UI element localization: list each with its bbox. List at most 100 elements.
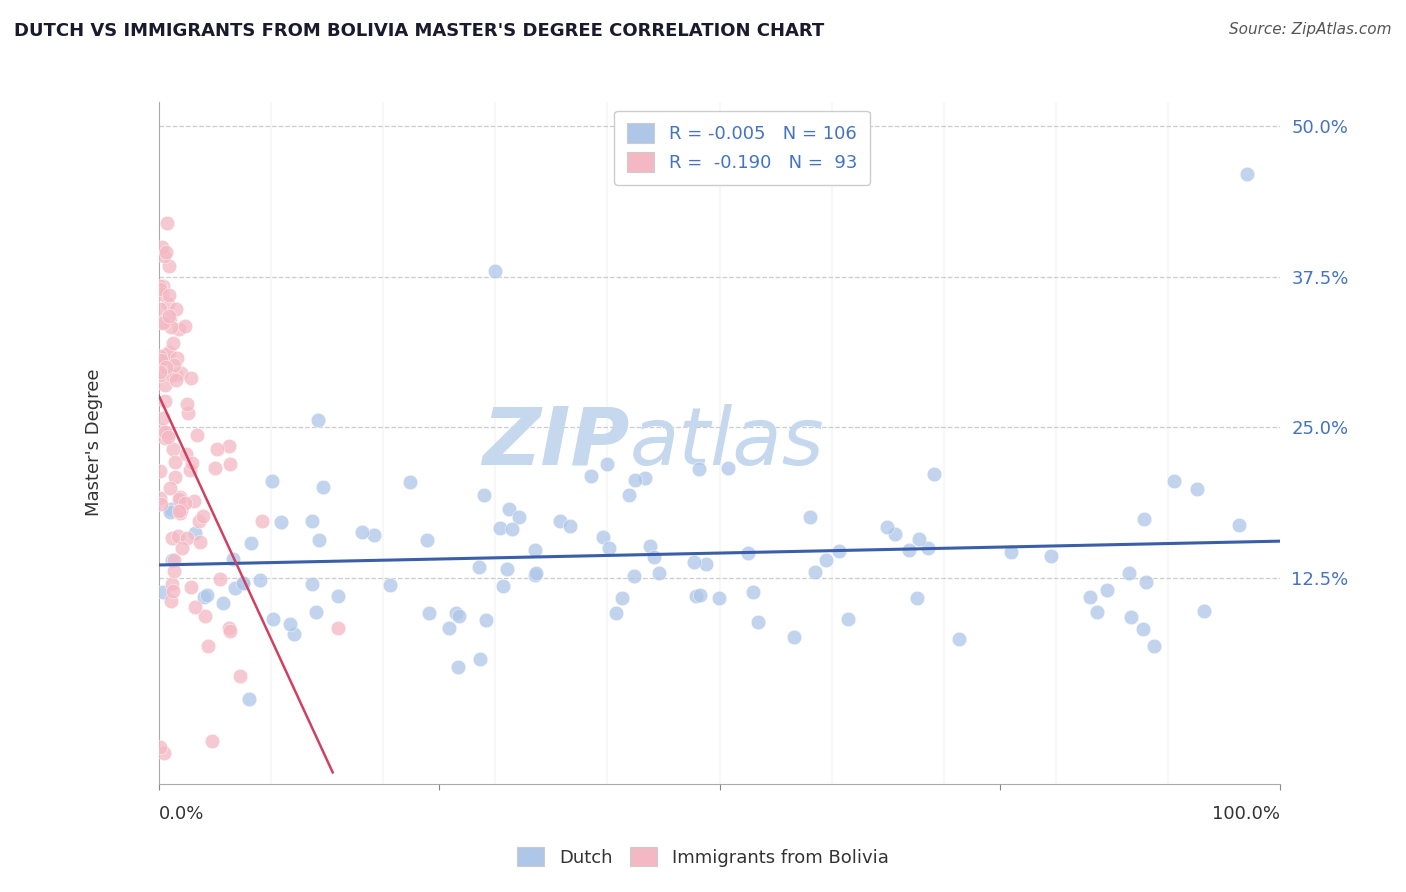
Point bbox=[605, 606, 627, 620]
Point bbox=[685, 589, 707, 603]
Point bbox=[219, 624, 242, 638]
Point bbox=[249, 573, 271, 587]
Point bbox=[876, 520, 898, 534]
Point bbox=[1000, 545, 1022, 559]
Point bbox=[447, 660, 470, 674]
Point bbox=[176, 531, 198, 545]
Point bbox=[187, 514, 209, 528]
Point bbox=[598, 541, 620, 556]
Point bbox=[437, 621, 460, 635]
Point bbox=[153, 249, 176, 263]
Point bbox=[416, 533, 439, 547]
Point bbox=[159, 481, 181, 495]
Point bbox=[623, 569, 645, 583]
Point bbox=[238, 692, 260, 706]
Point bbox=[150, 353, 173, 368]
Point bbox=[153, 747, 176, 761]
Point bbox=[742, 584, 765, 599]
Point bbox=[160, 553, 183, 567]
Point bbox=[165, 373, 187, 387]
Point bbox=[207, 442, 229, 456]
Point bbox=[648, 566, 671, 580]
Point bbox=[814, 552, 837, 566]
Point bbox=[683, 555, 706, 569]
Point bbox=[150, 424, 173, 438]
Text: ZIP: ZIP bbox=[482, 403, 630, 482]
Point bbox=[638, 539, 661, 553]
Point bbox=[488, 521, 510, 535]
Point bbox=[232, 575, 254, 590]
Point bbox=[157, 425, 180, 440]
Point bbox=[184, 599, 207, 614]
Point bbox=[153, 393, 176, 408]
Point bbox=[195, 588, 218, 602]
Point bbox=[165, 455, 187, 469]
Point bbox=[191, 508, 214, 523]
Point bbox=[804, 566, 827, 580]
Point bbox=[155, 378, 177, 392]
Point bbox=[1078, 591, 1101, 605]
Text: DUTCH VS IMMIGRANTS FROM BOLIVIA MASTER'S DEGREE CORRELATION CHART: DUTCH VS IMMIGRANTS FROM BOLIVIA MASTER'… bbox=[14, 22, 824, 40]
Point bbox=[160, 502, 183, 516]
Point bbox=[240, 535, 263, 549]
Point bbox=[612, 591, 634, 605]
Point bbox=[508, 510, 530, 524]
Point bbox=[747, 615, 769, 630]
Point bbox=[186, 428, 208, 442]
Point bbox=[169, 366, 191, 380]
Point bbox=[150, 240, 173, 254]
Point bbox=[167, 529, 190, 543]
Point bbox=[799, 509, 821, 524]
Point bbox=[157, 309, 180, 323]
Point bbox=[218, 621, 240, 635]
Point bbox=[262, 612, 284, 626]
Point bbox=[501, 522, 523, 536]
Point bbox=[908, 532, 931, 546]
Point bbox=[194, 608, 217, 623]
Point bbox=[188, 535, 211, 549]
Point bbox=[176, 397, 198, 411]
Point bbox=[180, 580, 202, 594]
Point bbox=[418, 606, 440, 620]
Point bbox=[174, 447, 197, 461]
Point bbox=[1194, 604, 1216, 618]
Legend: Dutch, Immigrants from Bolivia: Dutch, Immigrants from Bolivia bbox=[510, 840, 896, 874]
Point bbox=[180, 370, 202, 384]
Point bbox=[163, 358, 186, 372]
Point bbox=[307, 412, 329, 426]
Point bbox=[524, 566, 547, 580]
Point bbox=[623, 473, 645, 487]
Point bbox=[160, 576, 183, 591]
Point bbox=[1119, 609, 1142, 624]
Point bbox=[250, 514, 273, 528]
Point bbox=[152, 585, 174, 599]
Point bbox=[837, 612, 859, 626]
Point bbox=[152, 316, 174, 330]
Point bbox=[152, 411, 174, 425]
Point bbox=[1132, 512, 1154, 526]
Point bbox=[153, 431, 176, 445]
Point bbox=[363, 527, 385, 541]
Point bbox=[209, 572, 232, 586]
Point bbox=[157, 259, 180, 273]
Point bbox=[212, 596, 235, 610]
Point bbox=[155, 244, 177, 259]
Point bbox=[827, 544, 849, 558]
Point bbox=[378, 578, 401, 592]
Point bbox=[184, 526, 207, 541]
Legend: R = -0.005   N = 106, R =  -0.190   N =  93: R = -0.005 N = 106, R = -0.190 N = 93 bbox=[614, 111, 870, 185]
Point bbox=[1135, 574, 1157, 589]
Point bbox=[156, 430, 179, 444]
Point bbox=[737, 546, 759, 560]
Point bbox=[157, 345, 180, 359]
Point bbox=[444, 607, 467, 621]
Point bbox=[229, 669, 252, 683]
Point bbox=[695, 558, 717, 572]
Point bbox=[312, 480, 335, 494]
Point bbox=[224, 582, 246, 596]
Point bbox=[328, 589, 350, 603]
Point bbox=[172, 541, 194, 556]
Point bbox=[149, 497, 172, 511]
Point bbox=[221, 551, 243, 566]
Point bbox=[308, 533, 330, 547]
